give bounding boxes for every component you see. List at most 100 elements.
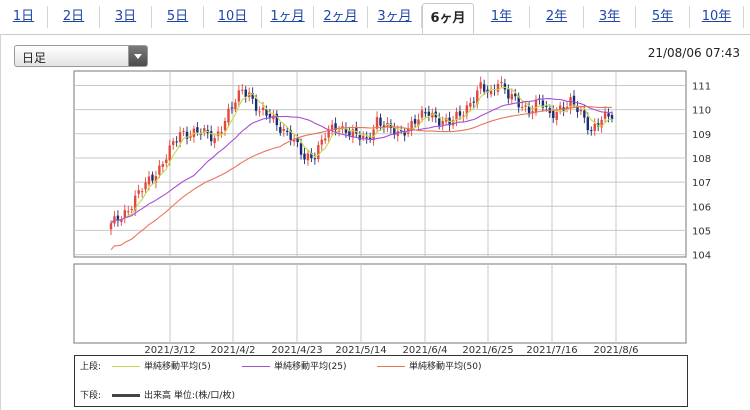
candle-body: [348, 130, 351, 136]
tab-1日[interactable]: 1日: [0, 6, 48, 28]
y-tick-label: 111: [692, 81, 711, 92]
x-tick-label: 2021/4/23: [271, 345, 322, 356]
candle-body: [458, 111, 462, 116]
legend-lower-label: 下段:: [80, 391, 102, 401]
tab-3年[interactable]: 3年: [584, 6, 636, 28]
candle-body: [403, 131, 406, 136]
candle-body: [158, 165, 161, 175]
candle-body: [344, 128, 348, 133]
chart-legend: 上段: 単純移動平均(5) 単純移動平均(25) 単純移動平均(50) 下段: …: [74, 355, 688, 407]
candle-body: [610, 114, 614, 120]
candle-body: [178, 132, 182, 143]
candle-body: [451, 120, 455, 126]
legend-line-volume: [112, 394, 140, 397]
candle-body: [230, 107, 234, 109]
candle-body: [465, 105, 469, 115]
chevron-down-icon[interactable]: [128, 46, 147, 66]
legend-line-sma5: [112, 366, 140, 367]
candle-body: [393, 127, 396, 135]
candle-body: [237, 90, 241, 102]
tab-5年[interactable]: 5年: [636, 6, 690, 28]
candle-body: [313, 158, 317, 160]
ma-line: [110, 105, 613, 251]
candle-body: [261, 107, 265, 111]
tab-1ヶ月[interactable]: 1ヶ月: [262, 6, 314, 28]
candle-body: [368, 136, 372, 140]
candle-body: [358, 135, 361, 140]
candle-body: [479, 82, 482, 89]
x-tick-label: 2021/7/16: [526, 345, 577, 356]
candle-body: [234, 102, 237, 110]
candle-body: [144, 182, 147, 190]
candle-body: [140, 191, 144, 193]
candle-body: [420, 110, 424, 118]
tab-2年[interactable]: 2年: [530, 6, 584, 28]
candle-body: [330, 124, 334, 131]
candle-body: [223, 120, 227, 131]
tab-10年[interactable]: 10年: [690, 6, 744, 28]
candle-body: [137, 190, 140, 194]
candle-body: [196, 127, 199, 133]
candle-body: [527, 106, 531, 115]
y-tick-label: 105: [692, 226, 711, 237]
candle-body: [334, 123, 337, 131]
candle-body: [296, 138, 299, 143]
tab-1年[interactable]: 1年: [474, 6, 530, 28]
candle-body: [147, 176, 151, 185]
price-plot-area: [73, 70, 687, 258]
tab-5日[interactable]: 5日: [152, 6, 204, 28]
candle-body: [500, 82, 503, 84]
tab-3日[interactable]: 3日: [100, 6, 152, 28]
candle-body: [455, 111, 458, 121]
legend-label-sma5: 単純移動平均(5): [144, 362, 211, 372]
x-tick-label: 2021/6/25: [462, 345, 513, 356]
ma-line: [110, 98, 613, 224]
tab-6ヶ月[interactable]: 6ヶ月: [422, 3, 474, 34]
legend-upper-label: 上段:: [80, 362, 102, 372]
candle-body: [251, 93, 254, 99]
candle-body: [351, 129, 355, 138]
candle-body: [476, 90, 479, 105]
candle-body: [265, 109, 268, 116]
candle-body: [534, 99, 538, 113]
candle-body: [482, 84, 486, 92]
legend-item-volume: 出来高 単位:(株/口/枚): [112, 390, 235, 402]
tab-3ヶ月[interactable]: 3ヶ月: [368, 6, 422, 28]
candle-body: [210, 131, 213, 142]
candle-body: [151, 174, 154, 181]
candle-body: [489, 90, 493, 95]
candle-body: [417, 119, 420, 126]
candle-body: [444, 117, 448, 122]
legend-label-sma50: 単純移動平均(50): [409, 362, 482, 372]
candle-body: [569, 97, 572, 109]
candle-body: [486, 89, 489, 93]
candle-body: [472, 101, 475, 103]
tab-10日[interactable]: 10日: [204, 6, 262, 28]
candle-body: [130, 209, 133, 211]
candle-body: [220, 131, 223, 134]
candle-body: [341, 126, 344, 129]
candle-period-select[interactable]: 日足: [14, 45, 148, 67]
candle-body: [154, 176, 158, 183]
tab-2日[interactable]: 2日: [48, 6, 100, 28]
candle-body: [503, 83, 507, 90]
candle-body: [185, 131, 189, 139]
candle-body: [431, 113, 434, 118]
candle-body: [586, 117, 590, 131]
candle-body: [558, 105, 562, 110]
candle-body: [306, 153, 310, 161]
candle-body: [462, 115, 465, 117]
legend-label-volume: 出来高 単位:(株/口/枚): [144, 391, 235, 401]
legend-line-sma25: [242, 366, 270, 367]
candle-body: [545, 105, 548, 107]
tab-2ヶ月[interactable]: 2ヶ月: [314, 6, 368, 28]
candle-body: [541, 100, 545, 108]
candle-body: [109, 223, 113, 230]
candle-body: [603, 111, 607, 119]
candle-body: [165, 159, 168, 163]
candle-body: [396, 131, 399, 136]
y-tick-label: 104: [692, 251, 711, 262]
legend-upper-row: 上段: 単純移動平均(5) 単純移動平均(25) 単純移動平均(50): [80, 361, 481, 373]
x-tick-label: 2021/5/14: [335, 345, 386, 356]
